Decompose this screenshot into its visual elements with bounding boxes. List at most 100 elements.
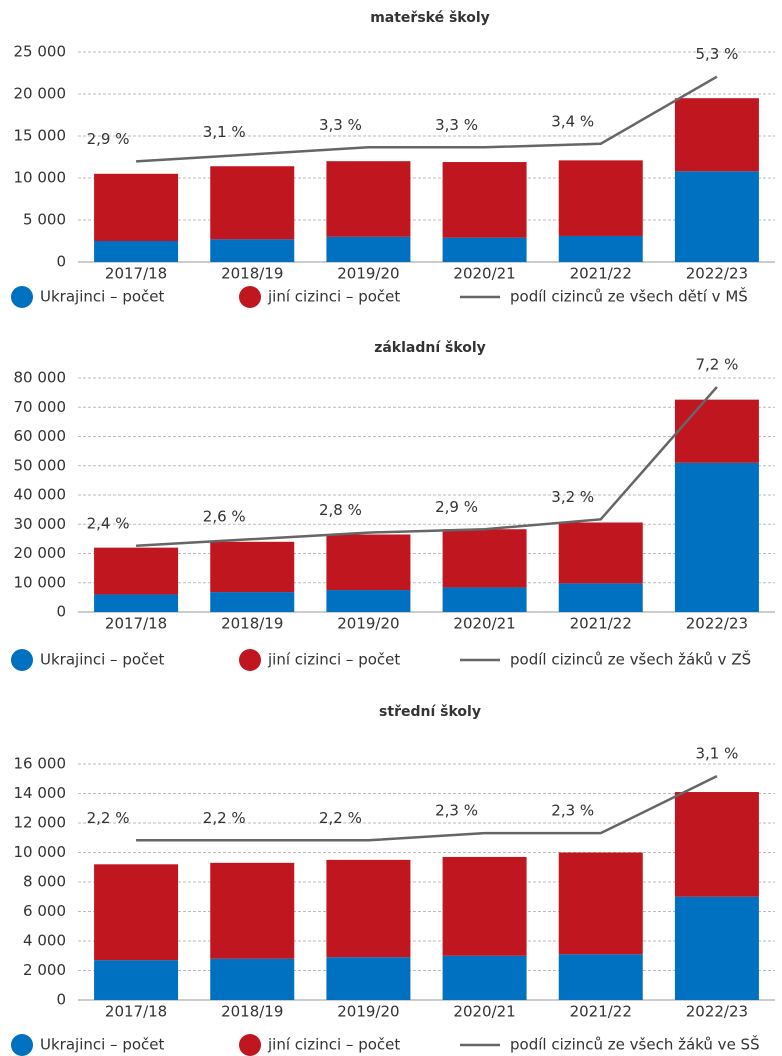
legend-label: jiní cizinci – počet: [267, 1036, 400, 1054]
bar-segment: [326, 957, 411, 1000]
x-tick-label: 2019/20: [337, 615, 399, 633]
x-tick-label: 2017/18: [105, 615, 167, 633]
y-tick-label: 60 000: [14, 427, 67, 445]
y-tick-label: 12 000: [14, 814, 67, 832]
y-tick-label: 4 000: [23, 932, 66, 950]
legend-swatch: [239, 1034, 261, 1056]
x-tick-label: 2019/20: [337, 1003, 399, 1021]
bar-segment: [442, 162, 527, 238]
bar-segment: [558, 160, 643, 236]
legend-label: podíl cizinců ze všech dětí v MŠ: [510, 287, 748, 306]
x-tick-label: 2021/22: [570, 265, 632, 283]
y-tick-label: 10 000: [14, 169, 67, 187]
data-label: 2,3 %: [551, 802, 594, 820]
x-tick-label: 2017/18: [105, 1003, 167, 1021]
legend-label: podíl cizinců ze všech žáků ve SŠ: [510, 1035, 760, 1054]
data-label: 5,3 %: [695, 45, 738, 63]
bar-segment: [558, 522, 643, 584]
data-label: 2,2 %: [87, 809, 130, 827]
data-label: 3,3 %: [435, 116, 478, 134]
bar-segment: [210, 958, 295, 1000]
data-label: 7,2 %: [695, 355, 738, 373]
bar-segment: [326, 590, 411, 612]
data-label: 3,3 %: [319, 116, 362, 134]
bar-segment: [326, 534, 411, 591]
line: [136, 75, 718, 163]
legend-label: Ukrajinci – počet: [40, 288, 164, 306]
y-tick-label: 8 000: [23, 873, 66, 891]
legend-swatch: [239, 649, 261, 671]
data-label: 2,9 %: [87, 130, 130, 148]
x-tick-label: 2022/23: [686, 1003, 748, 1021]
bar-segment: [558, 235, 643, 262]
y-tick-label: 0: [56, 991, 66, 1009]
bar-segment: [442, 955, 527, 1000]
x-tick-label: 2021/22: [570, 615, 632, 633]
legend-swatch: [239, 286, 261, 308]
bar-segment: [210, 541, 295, 593]
y-tick-label: 14 000: [14, 784, 67, 802]
bar-segment: [674, 171, 759, 262]
y-tick-label: 16 000: [14, 755, 67, 773]
x-tick-label: 2018/19: [221, 1003, 283, 1021]
bar-segment: [94, 960, 179, 1000]
bar-segment: [558, 583, 643, 612]
data-label: 3,1 %: [695, 745, 738, 763]
bar-segment: [442, 237, 527, 262]
legend-label: jiní cizinci – počet: [267, 288, 400, 306]
legend-label: jiní cizinci – počet: [267, 651, 400, 669]
y-tick-label: 15 000: [14, 127, 67, 145]
y-tick-label: 10 000: [14, 843, 67, 861]
bar-segment: [558, 954, 643, 1000]
legend-swatch: [11, 1034, 33, 1056]
y-tick-label: 70 000: [14, 398, 67, 416]
chart-title: mateřské školy: [370, 10, 490, 26]
x-tick-label: 2018/19: [221, 615, 283, 633]
x-tick-label: 2019/20: [337, 265, 399, 283]
data-label: 2,6 %: [203, 508, 246, 526]
bar-segment: [674, 462, 759, 612]
y-tick-label: 10 000: [14, 573, 67, 591]
x-tick-label: 2020/21: [453, 615, 515, 633]
x-tick-label: 2021/22: [570, 1003, 632, 1021]
y-tick-label: 6 000: [23, 902, 66, 920]
y-tick-label: 30 000: [14, 515, 67, 533]
bar-segment: [94, 241, 179, 262]
bar-segment: [558, 852, 643, 955]
bar-segment: [94, 594, 179, 612]
data-label: 3,4 %: [551, 112, 594, 130]
data-label: 2,4 %: [87, 514, 130, 532]
y-tick-label: 5 000: [23, 211, 66, 229]
legend-swatch: [11, 649, 33, 671]
bar-segment: [94, 173, 179, 241]
y-tick-label: 50 000: [14, 456, 67, 474]
y-tick-label: 25 000: [14, 43, 67, 61]
legend-label: Ukrajinci – počet: [40, 651, 164, 669]
bar-segment: [326, 161, 411, 237]
legend-label: Ukrajinci – počet: [40, 1036, 164, 1054]
x-tick-label: 2020/21: [453, 1003, 515, 1021]
data-label: 2,3 %: [435, 802, 478, 820]
x-tick-label: 2018/19: [221, 265, 283, 283]
x-tick-label: 2022/23: [686, 615, 748, 633]
data-label: 2,2 %: [203, 809, 246, 827]
line: [136, 386, 718, 548]
bar-segment: [210, 239, 295, 262]
x-tick-label: 2022/23: [686, 265, 748, 283]
legend-swatch: [11, 286, 33, 308]
chart-title: střední školy: [379, 704, 481, 720]
y-tick-label: 0: [56, 603, 66, 621]
data-label: 3,1 %: [203, 123, 246, 141]
bar-segment: [442, 856, 527, 956]
bar-segment: [210, 166, 295, 240]
y-tick-label: 0: [56, 253, 66, 271]
y-tick-label: 20 000: [14, 544, 67, 562]
y-tick-label: 2 000: [23, 961, 66, 979]
legend-label: podíl cizinců ze všech žáků v ZŠ: [510, 650, 751, 669]
bar-segment: [210, 862, 295, 959]
bar-segment: [210, 592, 295, 612]
chart-title: základní školy: [374, 340, 486, 356]
bar-segment: [674, 399, 759, 463]
y-tick-label: 80 000: [14, 369, 67, 387]
data-label: 3,2 %: [551, 488, 594, 506]
